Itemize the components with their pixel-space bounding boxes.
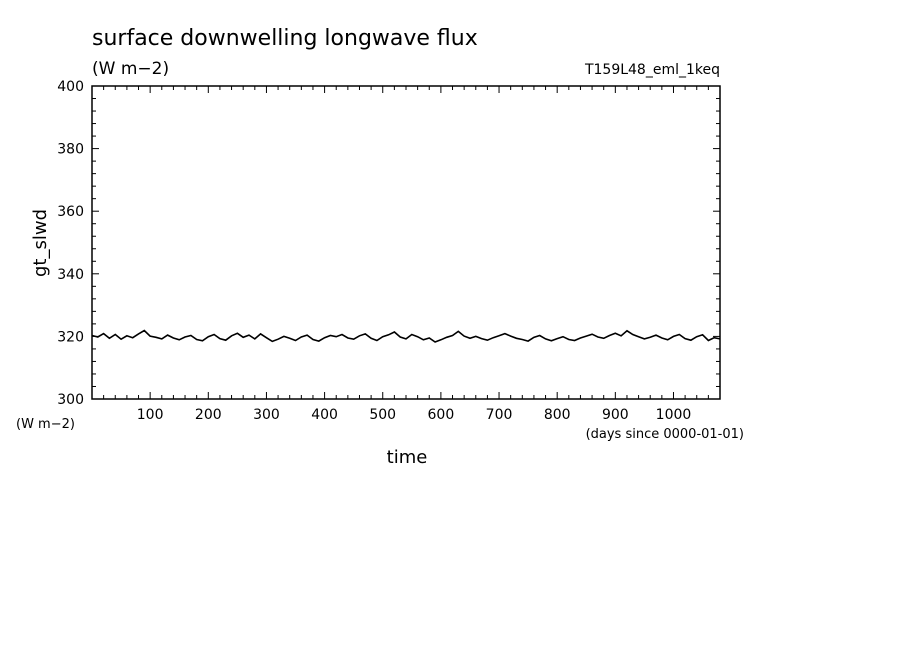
x-tick-label: 600 — [428, 407, 455, 423]
x-tick-label: 300 — [253, 407, 280, 423]
x-tick-label: 200 — [195, 407, 222, 423]
series-line-gt-slwd — [91, 329, 721, 343]
x-axis-units: (days since 0000-01-01) — [586, 427, 744, 442]
y-tick-label: 380 — [57, 142, 84, 158]
y-axis-label: gt_slwd — [30, 209, 51, 277]
y-axis-units: (W m−2) — [16, 417, 75, 432]
x-tick-label: 500 — [369, 407, 396, 423]
chart-title: surface downwelling longwave flux — [92, 26, 478, 51]
plot-frame — [91, 85, 721, 400]
y-axis: 300 320 340 360 380 400 — [57, 79, 720, 408]
experiment-label: T159L48_eml_1keq — [584, 62, 720, 78]
y-tick-label: 400 — [57, 79, 84, 95]
x-tick-label: 400 — [311, 407, 338, 423]
x-tick-label: 1000 — [656, 407, 692, 423]
y-tick-label: 300 — [57, 392, 84, 408]
x-tick-label: 900 — [602, 407, 629, 423]
title-units: (W m−2) — [92, 59, 169, 79]
y-tick-label: 340 — [57, 267, 84, 283]
x-axis-label: time — [387, 447, 428, 468]
x-tick-label: 100 — [137, 407, 164, 423]
x-tick-label: 700 — [486, 407, 513, 423]
y-tick-label: 360 — [57, 204, 84, 220]
x-axis: 100 200 300 400 500 600 700 800 900 1000 — [103, 86, 721, 423]
x-tick-label: 800 — [544, 407, 571, 423]
y-tick-label: 320 — [57, 329, 84, 345]
